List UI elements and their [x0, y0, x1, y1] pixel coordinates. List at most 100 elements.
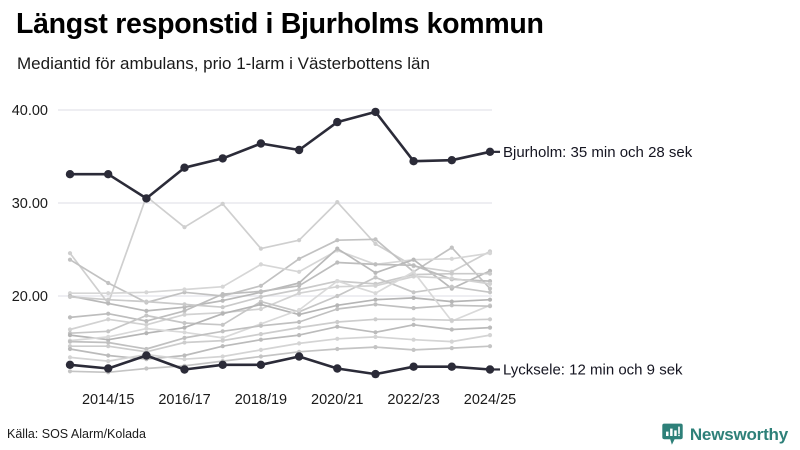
context-series-point: [106, 291, 111, 296]
highlight-series-point[interactable]: [371, 369, 380, 379]
highlight-series-point[interactable]: [333, 117, 342, 127]
highlight-series-point[interactable]: [294, 145, 304, 155]
context-series-point: [182, 312, 187, 317]
highlight-series-point[interactable]: [65, 360, 75, 369]
highlight-series-point[interactable]: [142, 194, 151, 203]
context-series-point: [220, 354, 225, 359]
context-series-point: [449, 299, 454, 304]
context-series-point: [144, 313, 149, 318]
context-series-line: [69, 334, 491, 362]
highlight-series-point[interactable]: [218, 154, 227, 163]
context-series-line: [69, 297, 491, 341]
context-series-point: [449, 245, 454, 250]
context-series-point: [106, 329, 111, 334]
highlight-series-point[interactable]: [256, 139, 266, 148]
highlight-series-point[interactable]: [294, 352, 304, 361]
context-series-point: [182, 225, 187, 230]
context-series-point: [335, 306, 340, 312]
context-series-point: [335, 324, 340, 329]
context-series-point: [373, 345, 378, 350]
highlight-series-point[interactable]: [333, 364, 342, 373]
x-axis-tick-label: 2018/19: [235, 392, 287, 408]
highlight-series-point[interactable]: [371, 107, 380, 117]
context-series-point: [258, 354, 263, 359]
context-series-point: [258, 323, 263, 328]
context-series-point: [144, 299, 149, 304]
context-series-point: [220, 329, 225, 334]
context-series-point: [220, 338, 225, 343]
context-series-point: [487, 286, 493, 291]
context-series-point: [449, 276, 454, 281]
brand-name: Newsworthy: [689, 424, 788, 444]
series-annotation-label: Bjurholm: 35 min och 28 sek: [503, 144, 693, 161]
highlight-series-point[interactable]: [409, 157, 418, 166]
context-series-point: [487, 333, 493, 338]
context-series-point: [106, 280, 111, 286]
context-series-point: [220, 305, 225, 310]
context-series-line: [69, 261, 491, 322]
context-series-point: [67, 346, 73, 352]
highlight-series-point[interactable]: [447, 362, 456, 371]
highlight-series-point[interactable]: [256, 360, 266, 369]
highlight-series-point[interactable]: [142, 351, 151, 360]
context-series-point: [449, 339, 454, 344]
highlight-series-point[interactable]: [104, 170, 113, 179]
page-title: Längst responstid i Bjurholms kommun: [16, 8, 544, 40]
context-series-point: [220, 311, 225, 316]
context-series-point: [220, 322, 225, 327]
context-series-point: [144, 331, 149, 336]
context-series-point: [106, 311, 111, 316]
context-series-point: [106, 359, 111, 364]
context-series-point: [373, 302, 378, 307]
context-series-point: [335, 279, 340, 284]
highlight-series-point[interactable]: [180, 163, 189, 172]
highlight-series-point[interactable]: [409, 362, 418, 371]
context-series-point: [182, 340, 187, 345]
highlight-series-point[interactable]: [65, 170, 75, 179]
context-series-point: [411, 263, 416, 268]
context-series-point: [487, 290, 493, 295]
context-series-point: [258, 332, 263, 337]
context-series-point: [67, 369, 73, 374]
context-series-line: [69, 276, 491, 335]
context-series-point: [411, 322, 416, 327]
context-series-point: [373, 317, 378, 322]
context-series-point: [297, 238, 302, 243]
highlight-series-point[interactable]: [447, 156, 456, 165]
context-series-point: [335, 200, 340, 205]
series-annotation-label: Lycksele: 12 min och 9 sek: [503, 361, 683, 378]
x-axis-tick-label: 2022/23: [387, 392, 439, 408]
context-series-point: [411, 337, 416, 342]
context-series-point: [67, 315, 73, 320]
context-series-point: [335, 319, 340, 325]
context-series-point: [144, 326, 149, 331]
context-series-point: [67, 294, 73, 299]
context-series-point: [67, 257, 73, 262]
context-series-point: [297, 291, 302, 296]
context-series-point: [487, 281, 493, 286]
highlight-series-line[interactable]: [68, 354, 492, 376]
highlight-series-line[interactable]: [68, 110, 492, 200]
x-axis-tick-label: 2016/17: [158, 392, 210, 408]
context-series-line: [69, 249, 491, 295]
context-series-point: [487, 304, 493, 309]
context-series-point: [335, 303, 340, 308]
context-series-point: [411, 257, 416, 262]
context-series-point: [220, 292, 225, 297]
context-series-point: [449, 327, 454, 332]
context-series-point: [297, 287, 302, 292]
context-series-point: [449, 303, 454, 308]
context-series-point: [220, 201, 225, 206]
context-series-point: [373, 270, 378, 275]
context-series-point: [335, 246, 340, 251]
context-series-point: [106, 334, 111, 339]
context-series-point: [182, 302, 187, 307]
highlight-series-point[interactable]: [104, 364, 113, 373]
highlight-series-point[interactable]: [218, 360, 227, 369]
context-series-point: [335, 260, 340, 265]
context-series-point: [297, 269, 302, 274]
highlight-series-point[interactable]: [180, 365, 189, 374]
y-axis-tick-label: 30.00: [12, 196, 48, 212]
